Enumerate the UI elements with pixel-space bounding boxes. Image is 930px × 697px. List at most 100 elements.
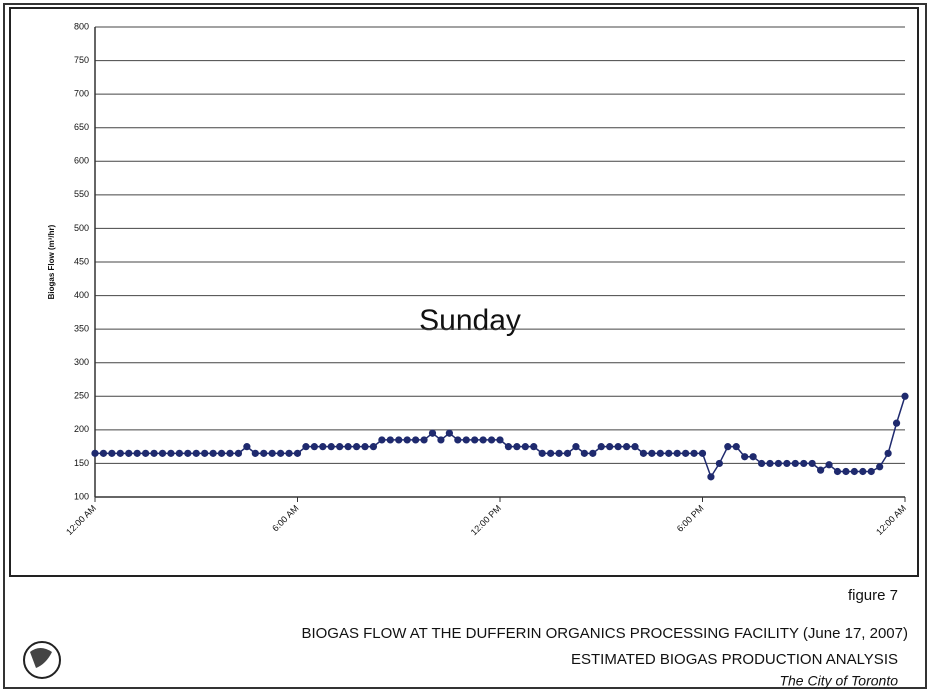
data-point <box>116 449 124 457</box>
data-point <box>412 436 420 444</box>
data-point <box>428 429 437 437</box>
data-point <box>572 443 580 451</box>
data-point <box>665 449 673 457</box>
data-point <box>420 436 428 444</box>
footer-title: BIOGAS FLOW AT THE DUFFERIN ORGANICS PRO… <box>301 625 908 642</box>
y-tick-label: 450 <box>74 256 89 266</box>
y-tick-label: 600 <box>74 156 89 166</box>
data-point <box>336 443 344 451</box>
data-point <box>310 443 318 451</box>
data-point <box>496 436 504 444</box>
data-point <box>378 436 386 444</box>
data-point <box>707 473 715 481</box>
data-point <box>682 449 690 457</box>
data-point <box>631 443 639 451</box>
data-point <box>715 459 723 468</box>
data-point <box>530 443 538 451</box>
footer-org: The City of Toronto <box>779 673 898 689</box>
data-point <box>859 467 867 476</box>
data-point <box>361 443 369 451</box>
data-point <box>732 443 740 451</box>
data-point <box>91 449 99 457</box>
data-point <box>817 466 825 474</box>
data-point <box>479 436 487 444</box>
data-point <box>614 443 622 451</box>
data-point <box>563 449 572 457</box>
data-point <box>175 449 183 457</box>
data-point <box>251 449 259 457</box>
data-point <box>555 449 563 457</box>
data-point <box>504 443 513 451</box>
data-point <box>462 436 470 444</box>
data-point <box>690 449 698 457</box>
data-point <box>226 449 234 457</box>
y-tick-label: 550 <box>74 189 89 199</box>
data-point <box>133 449 141 457</box>
annotation: Sunday <box>419 304 521 337</box>
data-point <box>547 449 555 457</box>
data-point <box>150 449 158 457</box>
y-tick-label: 400 <box>74 290 89 300</box>
data-point <box>209 449 217 457</box>
data-point <box>268 449 276 457</box>
data-point <box>538 449 546 457</box>
data-point <box>99 449 108 457</box>
data-point <box>901 392 909 400</box>
data-point <box>867 467 875 476</box>
y-tick-label: 750 <box>74 55 89 65</box>
data-point <box>850 467 858 476</box>
y-tick-label: 650 <box>74 122 89 132</box>
data-point <box>487 436 496 444</box>
data-point <box>741 453 749 461</box>
data-point <box>108 449 116 457</box>
data-point <box>648 449 656 457</box>
data-point <box>884 449 892 457</box>
data-point <box>521 443 529 451</box>
data-point <box>217 449 226 457</box>
data-point <box>454 436 462 444</box>
data-point <box>724 443 732 451</box>
data-point <box>842 467 850 476</box>
data-point <box>142 449 150 457</box>
data-point <box>403 436 411 444</box>
y-axis-label: Biogas Flow (m³/hr) <box>47 224 56 299</box>
data-point <box>125 449 133 457</box>
data-point <box>606 443 614 451</box>
data-point <box>766 459 774 468</box>
y-tick-label: 150 <box>74 458 89 468</box>
data-point <box>277 449 285 457</box>
figure-label: figure 7 <box>848 587 898 604</box>
data-point <box>833 467 842 476</box>
data-point <box>791 459 799 468</box>
y-tick-label: 350 <box>74 324 89 334</box>
data-point <box>597 443 605 451</box>
data-point <box>386 436 394 444</box>
data-point <box>471 436 479 444</box>
data-point <box>639 449 648 457</box>
data-point <box>234 449 243 457</box>
chart-frame <box>9 7 919 577</box>
data-point <box>825 461 833 469</box>
data-point <box>184 449 192 457</box>
y-tick-label: 200 <box>74 424 89 434</box>
data-point <box>774 459 783 468</box>
data-point <box>808 459 816 468</box>
y-tick-label: 250 <box>74 391 89 401</box>
data-point <box>395 436 403 444</box>
data-point <box>243 443 251 451</box>
footer-subtitle: ESTIMATED BIOGAS PRODUCTION ANALYSIS <box>571 651 898 668</box>
data-point <box>293 449 302 457</box>
data-point <box>783 459 791 468</box>
data-point <box>201 449 209 457</box>
data-point <box>445 429 453 437</box>
data-point <box>327 443 335 451</box>
y-tick-label: 700 <box>74 89 89 99</box>
data-point <box>302 443 310 451</box>
y-tick-label: 800 <box>74 21 89 31</box>
data-point <box>589 449 597 457</box>
data-point <box>876 463 884 471</box>
y-tick-label: 300 <box>74 357 89 367</box>
data-point <box>285 449 293 457</box>
data-point <box>757 459 766 468</box>
